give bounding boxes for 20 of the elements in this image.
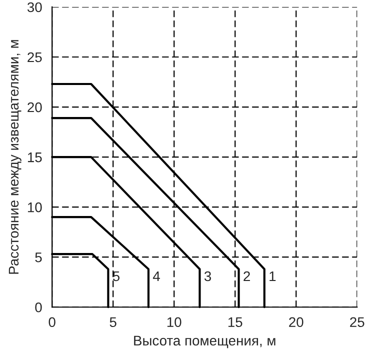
y-tick-label: 10 bbox=[28, 202, 42, 212]
x-tick-label: 5 bbox=[110, 317, 116, 328]
x-axis-title: Высота помещения, м bbox=[134, 336, 276, 348]
series-label: 1 bbox=[270, 271, 276, 282]
y-axis-title: Расстояние между извещателями, м bbox=[8, 40, 22, 274]
x-tick-label: 10 bbox=[167, 317, 182, 328]
y-tick-label: 15 bbox=[28, 152, 42, 162]
x-tick-label: 0 bbox=[48, 317, 56, 328]
y-tick-label: 30 bbox=[27, 2, 42, 12]
series-label: 3 bbox=[204, 271, 211, 282]
x-tick-label: 15 bbox=[228, 317, 242, 328]
y-tick-label: 20 bbox=[28, 102, 42, 112]
x-tick-label: 25 bbox=[350, 317, 364, 328]
x-tick-label: 20 bbox=[289, 317, 304, 328]
series-label: 5 bbox=[112, 271, 120, 282]
series-label: 2 bbox=[244, 271, 250, 282]
y-tick-label: 25 bbox=[28, 52, 42, 62]
y-tick-label: 0 bbox=[35, 302, 42, 312]
y-tick-label: 5 bbox=[35, 252, 42, 262]
series-label: 4 bbox=[152, 271, 160, 282]
